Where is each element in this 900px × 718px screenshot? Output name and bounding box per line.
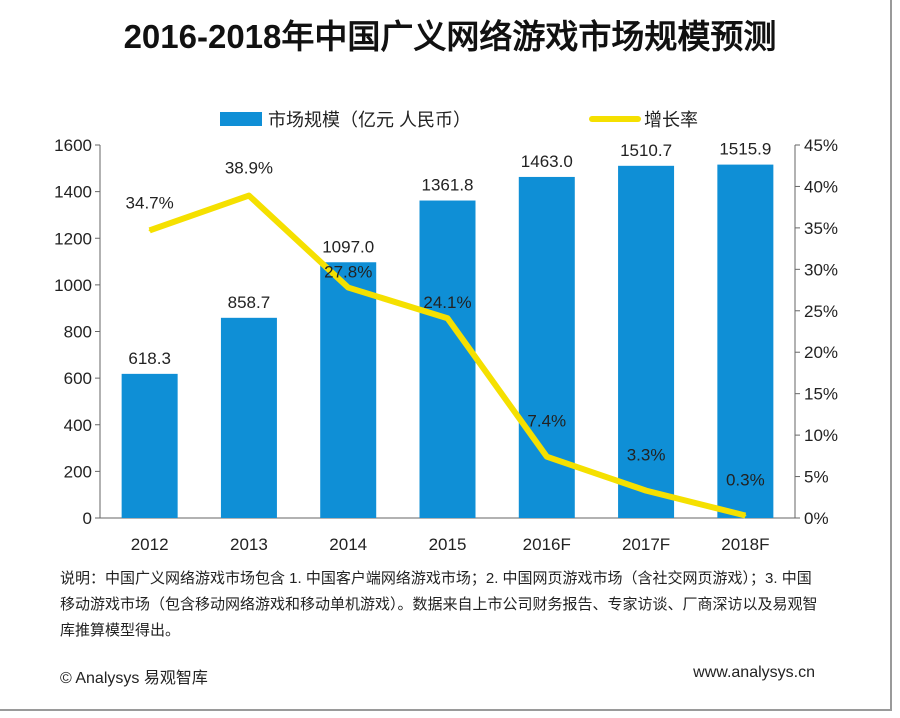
x-tick-label: 2015 (429, 535, 467, 554)
bar-label: 1361.8 (422, 176, 474, 195)
growth-point (446, 317, 449, 320)
growth-point (645, 489, 648, 492)
growth-label: 38.9% (225, 159, 273, 178)
growth-label: 27.8% (324, 263, 372, 282)
legend-line-label: 增长率 (644, 110, 698, 130)
bar-2016F (518, 176, 575, 519)
legend-bar-swatch (220, 112, 262, 126)
left-tick-label: 1000 (54, 276, 92, 295)
growth-label: 3.3% (627, 446, 666, 465)
left-tick-label: 1400 (54, 183, 92, 202)
right-tick-label: 40% (804, 177, 838, 196)
left-tick-label: 600 (64, 369, 92, 388)
x-tick-label: 2012 (131, 535, 169, 554)
left-tick-label: 200 (64, 462, 92, 481)
bar-label: 1097.0 (322, 237, 374, 256)
bar-2015 (419, 200, 476, 518)
right-tick-label: 35% (804, 219, 838, 238)
left-tick-label: 1200 (54, 229, 92, 248)
right-tick-label: 10% (804, 426, 838, 445)
bar-2013 (220, 317, 277, 518)
bar-2018F (717, 164, 774, 518)
bar-label: 1463.0 (521, 152, 573, 171)
right-tick-label: 45% (804, 136, 838, 155)
copyright: © Analysys 易观智库 (60, 670, 208, 687)
right-tick-label: 30% (804, 260, 838, 279)
footnote: 说明：中国广义网络游戏市场包含 1. 中国客户端网络游戏市场；2. 中国网页游戏… (60, 570, 818, 639)
bar-2012 (121, 373, 178, 518)
right-tick-label: 5% (804, 468, 829, 487)
growth-point (545, 455, 548, 458)
bar-label: 1510.7 (620, 141, 672, 160)
source-url: www.analysys.cn (693, 664, 815, 681)
right-tick-label: 20% (804, 343, 838, 362)
growth-point (744, 514, 747, 517)
left-tick-label: 400 (64, 416, 92, 435)
left-tick-label: 1600 (54, 136, 92, 155)
bar-label: 1515.9 (719, 140, 771, 159)
growth-label: 7.4% (527, 412, 566, 431)
growth-label: 34.7% (126, 193, 174, 212)
bar-label: 618.3 (128, 349, 171, 368)
right-tick-label: 15% (804, 385, 838, 404)
right-tick-label: 25% (804, 302, 838, 321)
growth-point (347, 286, 350, 289)
bar-2017F (618, 165, 675, 519)
x-tick-label: 2014 (329, 535, 367, 554)
x-tick-label: 2013 (230, 535, 268, 554)
growth-label: 24.1% (423, 293, 471, 312)
bar-label: 858.7 (228, 293, 271, 312)
right-tick-label: 0% (804, 509, 829, 528)
left-tick-label: 0 (83, 509, 92, 528)
growth-point (247, 194, 250, 197)
growth-label: 0.3% (726, 471, 765, 490)
left-tick-label: 800 (64, 323, 92, 342)
x-tick-label: 2017F (622, 535, 670, 554)
growth-point (148, 229, 151, 232)
legend-bar-label: 市场规模（亿元 人民币） (268, 110, 471, 130)
x-tick-label: 2018F (721, 535, 769, 554)
bar-2014 (320, 262, 377, 518)
x-tick-label: 2016F (523, 535, 571, 554)
chart-title: 2016-2018年中国广义网络游戏市场规模预测 (123, 18, 777, 55)
